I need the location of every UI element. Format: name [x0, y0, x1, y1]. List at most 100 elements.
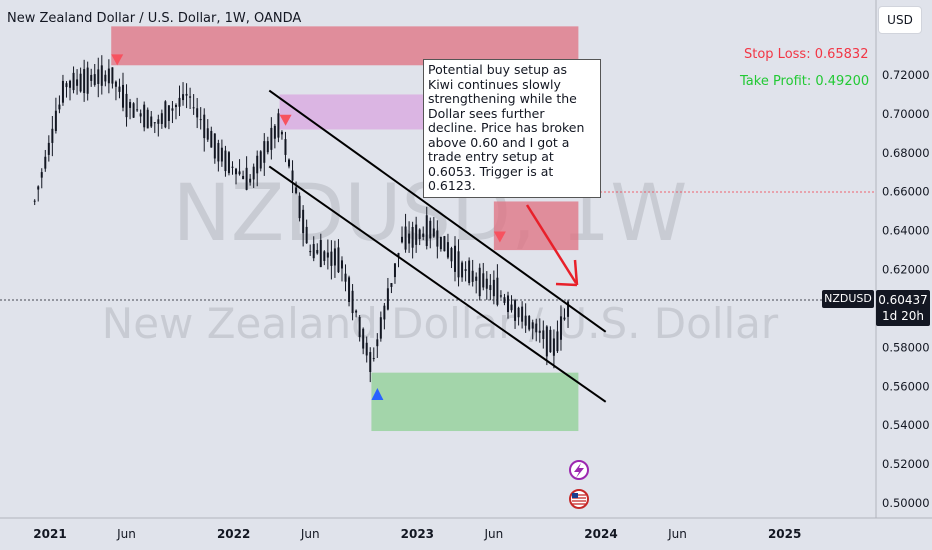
- arrow-shaft: [525, 204, 578, 284]
- candle-body: [528, 315, 531, 330]
- candle-body: [383, 305, 386, 320]
- candle-body: [404, 226, 407, 250]
- candle-body: [224, 150, 227, 172]
- trend-line-1: [268, 89, 607, 333]
- candle-body: [210, 130, 213, 148]
- candle-body: [425, 215, 428, 247]
- candle-body: [206, 128, 209, 140]
- candle-body: [97, 69, 100, 84]
- candle-body: [323, 251, 326, 261]
- candle-body: [482, 273, 485, 288]
- candle-body: [351, 290, 354, 314]
- markers: [111, 54, 506, 401]
- candle-body: [288, 159, 291, 167]
- chart-title: New Zealand Dollar / U.S. Dollar, 1W, OA…: [7, 11, 302, 26]
- price-tick-label: 0.62000: [882, 263, 930, 277]
- candle-body: [199, 119, 202, 121]
- trend-lines[interactable]: [268, 89, 607, 403]
- price-tick-label: 0.72000: [882, 68, 930, 82]
- zone-supply-3: [493, 201, 579, 251]
- event-icons[interactable]: [569, 460, 589, 509]
- price-tick-label: 0.68000: [882, 146, 930, 160]
- candle-body: [429, 220, 432, 239]
- candle-body: [136, 109, 139, 111]
- time-tick-label: Jun: [667, 527, 687, 541]
- candle-body: [280, 131, 283, 135]
- symbol-badge: NZDUSD: [822, 290, 874, 308]
- time-tick-label: 2025: [768, 527, 801, 541]
- candle-body: [517, 307, 520, 318]
- candle-body: [174, 104, 177, 108]
- candle-body: [182, 94, 185, 101]
- candle-body: [40, 172, 43, 178]
- candle-body: [393, 263, 396, 278]
- candle-body: [386, 288, 389, 310]
- candle-body: [72, 72, 75, 91]
- candle-body: [132, 103, 135, 118]
- candle-body: [319, 239, 322, 268]
- watermark-name: New Zealand Dollar / U.S. Dollar: [102, 299, 779, 348]
- us-flag-event-icon: [569, 489, 589, 509]
- candle-body: [379, 317, 382, 339]
- candle-body: [369, 352, 372, 373]
- price-tick-label: 0.66000: [882, 185, 930, 199]
- candle-body: [33, 200, 36, 202]
- arrow-head-right: [573, 259, 579, 286]
- candle-body: [259, 151, 262, 169]
- time-tick-label: Jun: [116, 527, 136, 541]
- candle-body: [450, 248, 453, 262]
- candle-body: [164, 101, 167, 128]
- price-tick-label: 0.70000: [882, 107, 930, 121]
- candle-body: [196, 108, 199, 118]
- candle-body: [358, 317, 361, 338]
- candle-body: [54, 110, 57, 131]
- sell-marker-2: [279, 114, 292, 126]
- candle-body: [153, 122, 156, 124]
- price-tick-label: 0.54000: [882, 418, 930, 432]
- candle-body: [189, 96, 192, 98]
- zone-demand-4: [371, 372, 579, 432]
- annotation-callout[interactable]: Potential buy setup as Kiwi continues sl…: [423, 59, 601, 198]
- candle-body: [291, 170, 294, 181]
- candle-body: [545, 326, 548, 357]
- candle-body: [143, 104, 146, 128]
- candle-body: [316, 249, 319, 254]
- currency-button[interactable]: USD: [878, 6, 922, 34]
- candle-body: [461, 262, 464, 278]
- candle-body: [238, 171, 241, 175]
- candle-body: [90, 74, 93, 81]
- candle-body: [355, 310, 358, 313]
- candle-body: [418, 229, 421, 239]
- candle-body: [114, 81, 117, 87]
- candle-body: [167, 105, 170, 121]
- candle-body: [492, 279, 495, 297]
- candle-body: [362, 328, 365, 349]
- candle-body: [348, 277, 351, 302]
- candle-body: [510, 304, 513, 311]
- price-tick-label: 0.52000: [882, 457, 930, 471]
- candle-body: [478, 267, 481, 297]
- candle-body: [506, 295, 509, 313]
- candle-body: [235, 168, 238, 175]
- time-tick-label: 2024: [584, 527, 617, 541]
- candle-body: [263, 141, 266, 163]
- candle-body: [111, 67, 114, 84]
- candle-body: [567, 301, 570, 317]
- candle-body: [365, 342, 368, 356]
- candle-body: [107, 68, 110, 84]
- price-tick-label: 0.58000: [882, 340, 930, 354]
- candle-body: [118, 86, 121, 92]
- candle-body: [277, 113, 280, 138]
- candle-body: [397, 253, 400, 257]
- time-tick-label: 2022: [217, 527, 250, 541]
- candle-body: [295, 187, 298, 194]
- candle-body: [245, 167, 248, 190]
- candle-body: [475, 276, 478, 281]
- candle-body: [302, 209, 305, 234]
- stop-loss-label: Stop Loss: 0.65832: [744, 47, 869, 62]
- candle-body: [217, 142, 220, 162]
- flag-canton: [572, 493, 578, 498]
- candle-body: [309, 251, 312, 253]
- candle-body: [457, 251, 460, 278]
